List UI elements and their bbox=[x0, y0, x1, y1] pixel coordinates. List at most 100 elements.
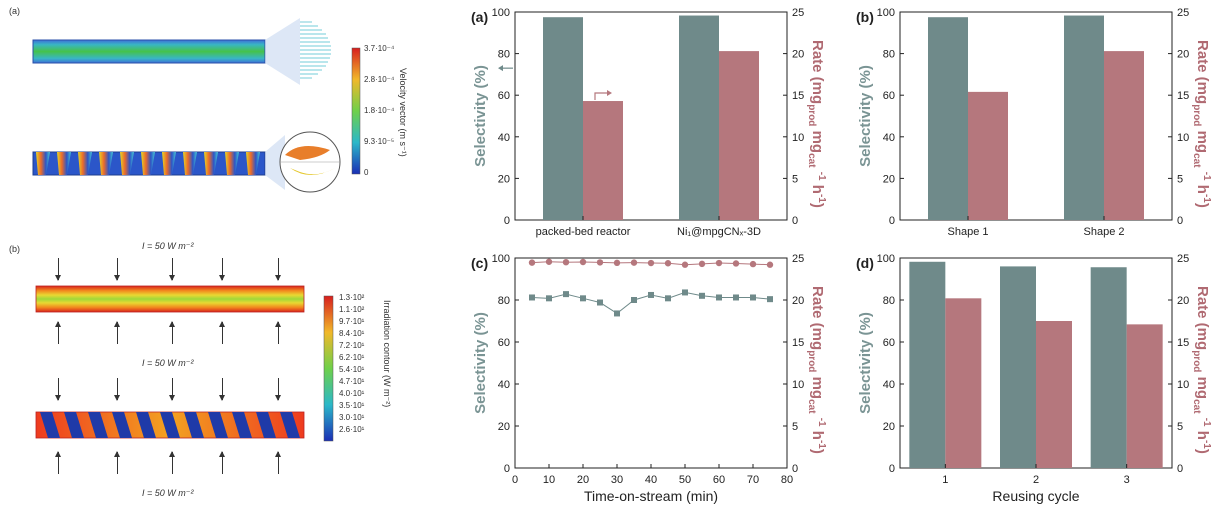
y2-tick-label: 0 bbox=[1177, 463, 1183, 475]
y2-axis-label: Rate (mgprod mgcat -1 h-1) bbox=[806, 40, 827, 208]
light-arrow-icon bbox=[275, 258, 281, 281]
x-tick-label: 10 bbox=[543, 474, 555, 486]
y-tick-label: 0 bbox=[504, 463, 510, 475]
y2-tick-label: 0 bbox=[792, 463, 798, 475]
y2-axis-label: Rate (mgprod mgcat -1 h-1) bbox=[1191, 40, 1212, 208]
y2-tick-label: 15 bbox=[792, 90, 804, 102]
irradiation-tick: 3.5·10¹ bbox=[339, 401, 365, 410]
light-arrow-icon bbox=[114, 258, 120, 281]
irradiance-label-bottom: I = 50 W m⁻² bbox=[142, 488, 194, 498]
rate-arrow-head-icon bbox=[607, 90, 612, 97]
selectivity-point bbox=[681, 261, 689, 268]
irradiation-tick: 6.2·10¹ bbox=[339, 353, 365, 362]
y2-tick-label: 5 bbox=[792, 173, 798, 185]
velocity-tick: 9.3·10⁻⁵ bbox=[364, 137, 395, 146]
plot-frame bbox=[899, 11, 1173, 221]
rate-point bbox=[631, 297, 637, 303]
y-tick-label: 100 bbox=[877, 253, 895, 265]
y2-tick-label: 10 bbox=[1177, 132, 1189, 144]
panel-label: (d) bbox=[856, 255, 874, 271]
rate-bar bbox=[968, 91, 1008, 220]
y2-tick-label: 25 bbox=[792, 7, 804, 19]
y-tick-label: 60 bbox=[883, 337, 895, 349]
irradiation-tick: 1.1·10² bbox=[339, 305, 365, 314]
y2-tick-label: 0 bbox=[792, 215, 798, 227]
y-tick-label: 20 bbox=[883, 173, 895, 185]
y-axis-label: Selectivity (%) bbox=[857, 65, 874, 167]
light-arrow-icon bbox=[275, 378, 281, 401]
irradiation-simulation-image bbox=[35, 285, 334, 442]
x-axis-label: Reusing cycle bbox=[992, 488, 1079, 504]
light-arrow-icon bbox=[114, 451, 120, 474]
panel-b-label: (b) bbox=[9, 244, 20, 254]
y-tick-label: 60 bbox=[498, 90, 510, 102]
selectivity-point bbox=[766, 261, 774, 268]
irradiance-label-middle: I = 50 W m⁻² bbox=[142, 358, 194, 368]
y-tick-label: 40 bbox=[883, 132, 895, 144]
irradiation-tick: 1.3·10² bbox=[339, 293, 365, 302]
selectivity-bar bbox=[1064, 15, 1104, 221]
y2-tick-label: 15 bbox=[1177, 90, 1189, 102]
y-tick-label: 0 bbox=[889, 463, 895, 475]
selectivity-point bbox=[545, 258, 553, 265]
light-arrow-icon bbox=[275, 321, 281, 344]
plot-frame bbox=[514, 257, 788, 469]
y2-tick-label: 25 bbox=[792, 253, 804, 265]
irradiation-tick: 8.4·10¹ bbox=[339, 329, 365, 338]
rate-bar bbox=[1104, 51, 1144, 220]
light-arrow-icon bbox=[219, 451, 225, 474]
rate-point bbox=[699, 292, 705, 299]
irradiation-tick: 9.7·10¹ bbox=[339, 317, 365, 326]
rate-bar bbox=[945, 298, 982, 468]
x-tick-label: 30 bbox=[611, 474, 623, 486]
irradiation-colorbar-title: Irradiation contour (W m⁻²) bbox=[382, 300, 392, 408]
y-tick-label: 20 bbox=[498, 173, 510, 185]
x-tick-label: 3 bbox=[1124, 474, 1130, 486]
selectivity-point bbox=[562, 259, 570, 266]
selectivity-point bbox=[698, 260, 706, 268]
y-tick-label: 40 bbox=[883, 379, 895, 391]
light-arrow-icon bbox=[114, 321, 120, 344]
x-tick-label: Shape 1 bbox=[948, 226, 989, 238]
rate-point bbox=[529, 294, 535, 301]
x-tick-label: packed-bed reactor bbox=[536, 226, 631, 238]
chart-a: 0 20 40 60 80 100 0 5 10 15 20 25 Selectivity (%) Rat… bbox=[471, 7, 827, 238]
y2-tick-label: 20 bbox=[792, 49, 804, 61]
rate-arrow-icon bbox=[594, 92, 609, 101]
rate-point bbox=[750, 294, 756, 301]
x-tick-label: 40 bbox=[645, 474, 657, 486]
y2-tick-label: 5 bbox=[1177, 421, 1183, 433]
y2-tick-label: 15 bbox=[1177, 337, 1189, 349]
y-axis-label: Selectivity (%) bbox=[857, 312, 874, 414]
y2-axis-label: Rate (mgprod mgcat -1 h-1) bbox=[806, 286, 827, 454]
y-tick-label: 0 bbox=[504, 215, 510, 227]
velocity-simulation-image bbox=[32, 18, 361, 193]
y2-tick-label: 10 bbox=[1177, 379, 1189, 391]
y-tick-label: 0 bbox=[889, 215, 895, 227]
light-arrow-icon bbox=[55, 451, 61, 474]
irradiation-tick: 4.0·10¹ bbox=[339, 389, 365, 398]
y-tick-label: 80 bbox=[883, 49, 895, 61]
x-tick-label: 1 bbox=[942, 474, 948, 486]
rate-point bbox=[648, 291, 654, 298]
y2-tick-label: 10 bbox=[792, 132, 804, 144]
y2-tick-label: 20 bbox=[1177, 49, 1189, 61]
rate-bar bbox=[719, 51, 759, 220]
light-arrow-icon bbox=[219, 321, 225, 344]
x-tick-label: Shape 2 bbox=[1084, 226, 1125, 238]
selectivity-point bbox=[596, 259, 604, 266]
rate-point bbox=[716, 294, 722, 301]
irradiance-label-top: I = 50 W m⁻² bbox=[142, 241, 194, 251]
x-tick-label: 2 bbox=[1033, 474, 1039, 486]
rate-point bbox=[665, 295, 671, 302]
rate-point bbox=[682, 289, 688, 296]
y2-tick-label: 10 bbox=[792, 379, 804, 391]
selectivity-bar bbox=[928, 17, 968, 221]
selectivity-bar bbox=[679, 15, 719, 221]
irradiation-tick: 7.2·10¹ bbox=[339, 341, 365, 350]
light-arrow-icon bbox=[219, 258, 225, 281]
plot-frame bbox=[514, 11, 788, 221]
irradiation-tick: 2.6·10¹ bbox=[339, 425, 365, 434]
rate-bar bbox=[1036, 321, 1072, 468]
light-arrow-icon bbox=[55, 378, 61, 401]
